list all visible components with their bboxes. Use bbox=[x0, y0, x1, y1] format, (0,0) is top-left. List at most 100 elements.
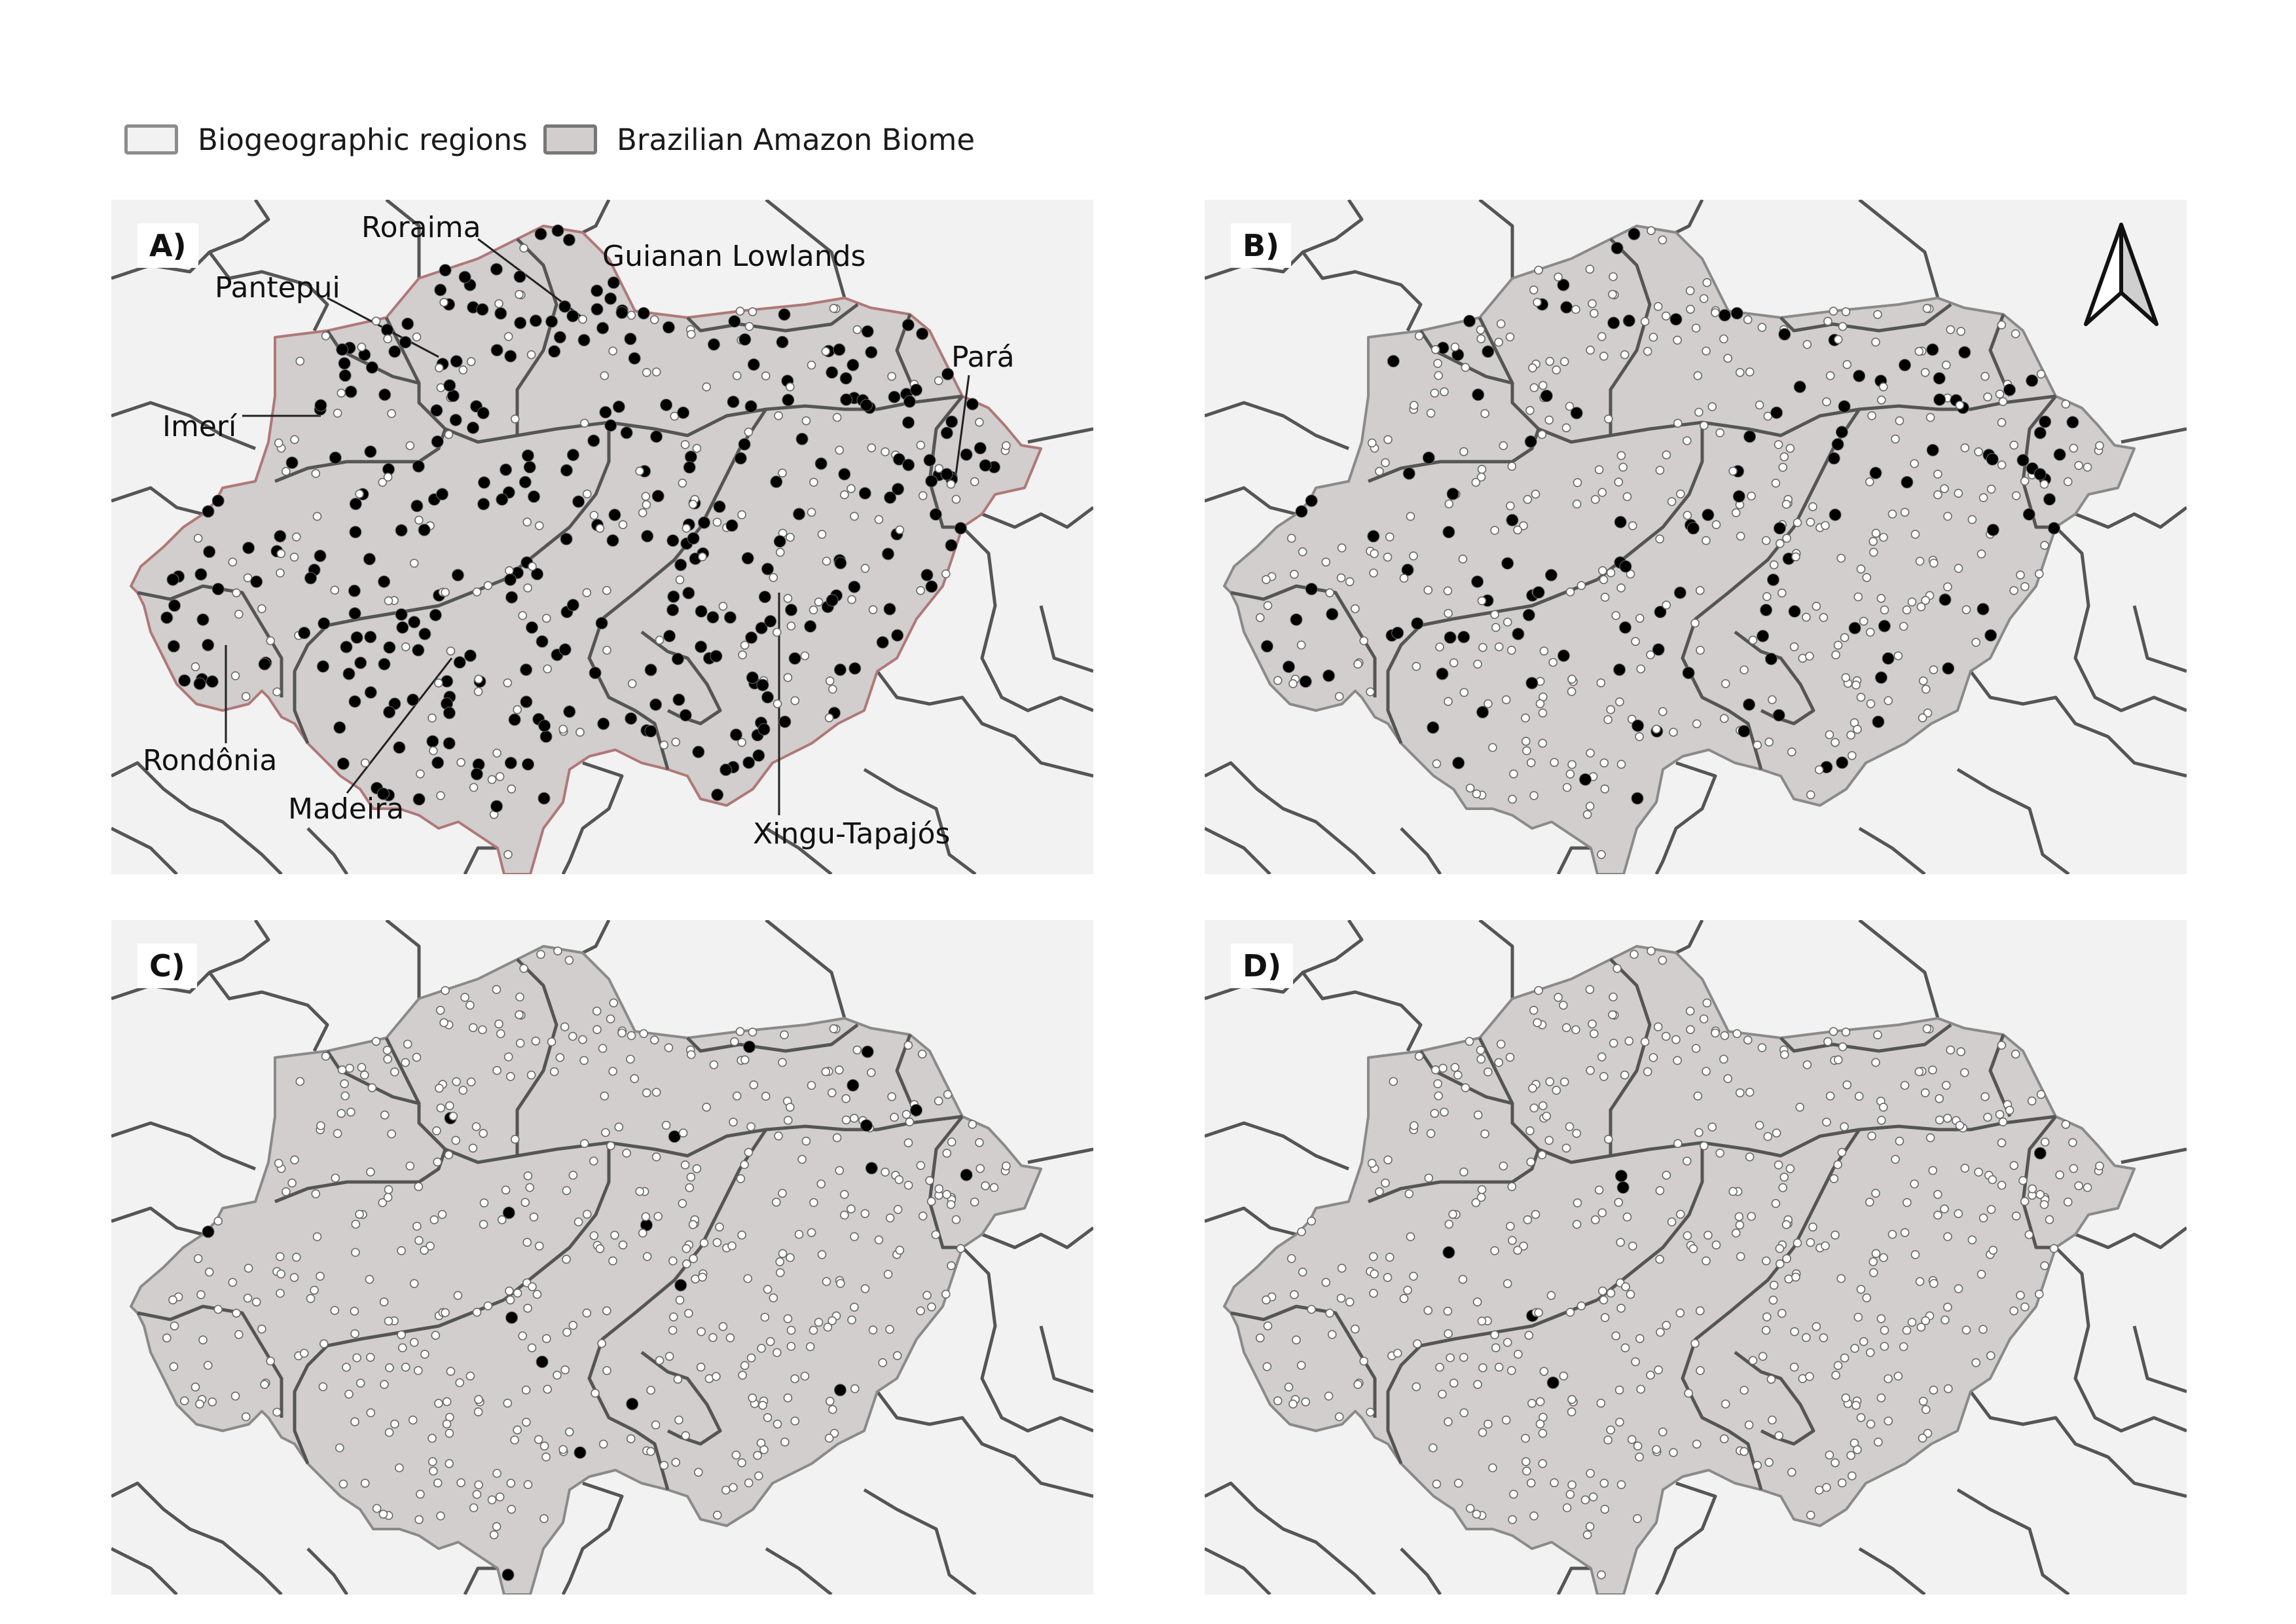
presence-point bbox=[847, 358, 860, 371]
presence-point bbox=[449, 413, 462, 426]
absence-point bbox=[1748, 635, 1758, 645]
absence-point bbox=[420, 1350, 429, 1359]
absence-point bbox=[1702, 998, 1712, 1008]
absence-point bbox=[1521, 1457, 1531, 1466]
presence-point bbox=[211, 583, 225, 595]
presence-point bbox=[1471, 575, 1484, 588]
absence-point bbox=[1444, 608, 1453, 618]
absence-point bbox=[1370, 549, 1379, 559]
absence-point bbox=[868, 1325, 878, 1335]
absence-point bbox=[274, 1158, 283, 1168]
absence-point bbox=[1561, 423, 1571, 433]
absence-point bbox=[429, 1215, 439, 1225]
brazilian-amazon-biome bbox=[130, 225, 1042, 874]
absence-point bbox=[478, 1025, 487, 1035]
absence-point bbox=[1753, 740, 1762, 750]
absence-point bbox=[1891, 434, 1900, 444]
biogeographic-boundary bbox=[561, 761, 624, 874]
absence-point bbox=[1565, 587, 1575, 597]
biogeographic-boundary bbox=[863, 767, 977, 874]
absence-point bbox=[1761, 1325, 1771, 1335]
absence-point bbox=[366, 1167, 375, 1177]
absence-point bbox=[479, 1198, 489, 1208]
absence-point bbox=[769, 1293, 778, 1302]
absence-point bbox=[1971, 638, 1980, 647]
absence-point bbox=[1819, 613, 1829, 622]
presence-point bbox=[738, 438, 751, 451]
absence-point bbox=[1505, 332, 1515, 342]
absence-point bbox=[275, 1252, 285, 1261]
absence-point bbox=[975, 417, 984, 427]
absence-point bbox=[383, 334, 393, 344]
presence-point bbox=[526, 621, 538, 634]
presence-point bbox=[1899, 359, 1911, 371]
absence-point bbox=[1743, 1035, 1753, 1044]
north-arrow-icon bbox=[2084, 223, 2159, 326]
absence-point bbox=[602, 1366, 611, 1375]
presence-point bbox=[865, 346, 878, 359]
absence-point bbox=[1778, 1183, 1788, 1192]
biogeographic-boundary bbox=[111, 486, 204, 516]
presence-point bbox=[1367, 530, 1380, 543]
absence-point bbox=[337, 388, 346, 398]
absence-point bbox=[968, 1120, 977, 1129]
absence-point bbox=[1554, 993, 1563, 1002]
absence-point bbox=[1598, 1286, 1607, 1296]
absence-point bbox=[1831, 650, 1840, 659]
presence-point bbox=[202, 638, 215, 652]
absence-point bbox=[1675, 489, 1685, 499]
absence-point bbox=[1876, 1314, 1886, 1323]
absence-point bbox=[168, 1295, 177, 1304]
absence-point bbox=[740, 1160, 749, 1170]
absence-point bbox=[1290, 1290, 1299, 1299]
absence-point bbox=[1884, 1374, 1893, 1384]
absence-point bbox=[757, 1344, 766, 1353]
absence-point bbox=[1988, 1246, 1998, 1255]
absence-point bbox=[523, 1480, 533, 1490]
absence-point bbox=[1942, 1080, 1951, 1090]
presence-point bbox=[713, 500, 726, 513]
absence-point bbox=[409, 1338, 419, 1347]
absence-point bbox=[575, 728, 585, 737]
presence-point bbox=[396, 621, 409, 634]
absence-point bbox=[1624, 1037, 1634, 1046]
absence-point bbox=[1853, 1312, 1863, 1322]
absence-point bbox=[1599, 1479, 1609, 1488]
absence-point bbox=[1967, 1235, 1977, 1245]
absence-point bbox=[1527, 1399, 1537, 1408]
absence-point bbox=[1838, 322, 1848, 331]
region-label-para: Pará bbox=[951, 341, 1015, 374]
absence-point bbox=[835, 445, 844, 455]
absence-point bbox=[1918, 713, 1927, 723]
absence-point bbox=[366, 1408, 376, 1418]
presence-point bbox=[723, 611, 737, 624]
absence-point bbox=[1449, 658, 1459, 668]
presence-point bbox=[348, 695, 361, 708]
absence-point bbox=[468, 1143, 478, 1153]
absence-point bbox=[1501, 695, 1511, 705]
presence-point bbox=[804, 620, 817, 633]
presence-point bbox=[2033, 426, 2047, 439]
absence-point bbox=[665, 1352, 674, 1361]
absence-point bbox=[887, 371, 896, 381]
absence-point bbox=[894, 1175, 904, 1185]
presence-point bbox=[523, 460, 536, 473]
absence-point bbox=[1699, 1014, 1709, 1024]
absence-point bbox=[1414, 1052, 1424, 1061]
absence-point bbox=[1450, 1063, 1460, 1072]
presence-point bbox=[458, 270, 471, 284]
absence-point bbox=[800, 651, 810, 661]
absence-point bbox=[1614, 1385, 1624, 1395]
absence-point bbox=[384, 1428, 394, 1437]
absence-point bbox=[1941, 1315, 1950, 1325]
absence-point bbox=[527, 1343, 537, 1353]
absence-point bbox=[686, 329, 696, 339]
absence-point bbox=[1955, 1120, 1965, 1130]
presence-point bbox=[672, 693, 685, 706]
absence-point bbox=[1790, 1327, 1799, 1337]
presence-point bbox=[833, 663, 847, 676]
absence-point bbox=[435, 363, 444, 373]
absence-point bbox=[1986, 485, 1996, 494]
label-leader-line bbox=[955, 375, 970, 475]
absence-point bbox=[1933, 490, 1942, 500]
